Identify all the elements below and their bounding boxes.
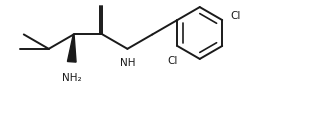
Text: NH₂: NH₂ (62, 73, 82, 83)
Polygon shape (67, 34, 76, 62)
Text: Cl: Cl (167, 56, 178, 66)
Text: NH: NH (120, 58, 135, 68)
Text: Cl: Cl (230, 11, 240, 21)
